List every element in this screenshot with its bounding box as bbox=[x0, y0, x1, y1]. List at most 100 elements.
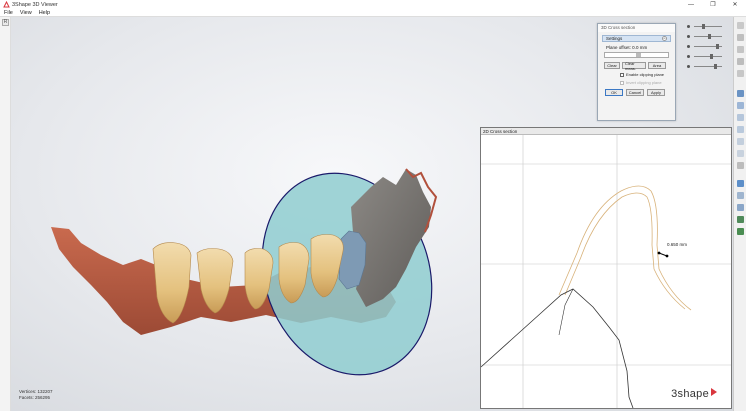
gum-profile-line bbox=[481, 288, 634, 408]
scan-red-edge bbox=[405, 168, 438, 233]
view-right-button[interactable] bbox=[736, 125, 745, 134]
measurement-point[interactable] bbox=[657, 251, 661, 255]
settings-label: Settings bbox=[606, 36, 623, 41]
slider-row bbox=[687, 21, 729, 31]
slider-thumb[interactable] bbox=[714, 63, 717, 69]
left-toolbar: R bbox=[0, 17, 11, 411]
panel-title: 2D Cross section bbox=[481, 128, 731, 135]
facets-count: Facets: 256295 bbox=[19, 395, 51, 400]
check-icon bbox=[737, 228, 744, 235]
tooth-5 bbox=[310, 234, 344, 298]
menu-file[interactable]: File bbox=[4, 9, 13, 16]
pen-button[interactable] bbox=[736, 215, 745, 224]
2d-cross-section-panel: 2D Cross section 0.650 mm 3shape bbox=[480, 127, 732, 409]
area-button[interactable]: Area bbox=[648, 62, 666, 69]
window-title: 3Shape 3D Viewer bbox=[12, 1, 58, 8]
apply-button[interactable]: Apply bbox=[647, 89, 665, 96]
check-button[interactable] bbox=[736, 227, 745, 236]
vertices-count: Vertices: 132207 bbox=[19, 389, 53, 394]
tooth-outline-inner bbox=[564, 192, 686, 310]
plane-offset-label: Plane offset: 0.0 mm bbox=[606, 45, 648, 50]
plane-offset-slider[interactable] bbox=[604, 52, 669, 58]
tooth-4 bbox=[278, 242, 310, 304]
measurement-point[interactable] bbox=[665, 254, 669, 258]
menu-bar: File View Help bbox=[0, 9, 746, 17]
dialog-footer: OK Cancel Apply bbox=[605, 89, 675, 96]
brand-triangle-icon bbox=[711, 388, 717, 396]
tooth-2 bbox=[196, 248, 234, 314]
cross-section-icon bbox=[737, 180, 744, 187]
layers-icon bbox=[737, 192, 744, 199]
view-front-button[interactable] bbox=[736, 89, 745, 98]
measurement-line bbox=[658, 252, 668, 257]
cube-top-icon bbox=[737, 138, 744, 145]
close-button[interactable]: ✕ bbox=[732, 2, 738, 8]
measure-icon bbox=[737, 22, 744, 29]
view-top-button[interactable] bbox=[736, 137, 745, 146]
layer-dot-icon bbox=[687, 54, 690, 58]
layer-dot-icon bbox=[687, 34, 690, 38]
cube-left-icon bbox=[737, 114, 744, 121]
maximize-button[interactable]: ❐ bbox=[710, 2, 716, 8]
menu-help[interactable]: Help bbox=[38, 9, 51, 16]
clear-button[interactable]: Clear bbox=[604, 62, 620, 69]
slider-thumb[interactable] bbox=[710, 53, 713, 59]
opacity-slider[interactable] bbox=[694, 53, 722, 59]
view-bottom-button[interactable] bbox=[736, 149, 745, 158]
tooth-outline-outer bbox=[558, 185, 692, 311]
settings-header[interactable]: Settings ^ bbox=[602, 35, 671, 42]
invert-clipping-row: Invert clipping plane bbox=[620, 80, 675, 85]
tool-copy-button[interactable] bbox=[736, 45, 745, 54]
opacity-slider[interactable] bbox=[694, 23, 722, 29]
right-toolbar bbox=[733, 17, 746, 411]
opacity-slider[interactable] bbox=[694, 43, 722, 49]
view-back-button[interactable] bbox=[736, 101, 745, 110]
cube-bottom-icon bbox=[737, 150, 744, 157]
scan-gray-region bbox=[351, 169, 431, 307]
ruler-icon bbox=[737, 204, 744, 211]
zoom-button[interactable] bbox=[736, 161, 745, 170]
title-bar: 3Shape 3D Viewer — ❐ ✕ bbox=[0, 0, 746, 9]
layer-dot-icon bbox=[687, 64, 690, 68]
ruler-button[interactable] bbox=[736, 203, 745, 212]
enable-clipping-row[interactable]: Enable clipping plane bbox=[620, 72, 675, 77]
slider-thumb[interactable] bbox=[716, 43, 719, 49]
menu-view[interactable]: View bbox=[19, 9, 32, 16]
export-icon bbox=[737, 70, 744, 77]
cross-section-plot[interactable] bbox=[481, 135, 731, 408]
copy-icon bbox=[737, 46, 744, 53]
slider-thumb[interactable] bbox=[702, 23, 705, 29]
tool-measure-button[interactable] bbox=[736, 21, 745, 30]
clear-measurements-button[interactable]: Clear meas. bbox=[622, 61, 646, 71]
cross-section-dialog: 3D Cross section Settings ^ Plane offset… bbox=[597, 23, 676, 121]
annotate-icon bbox=[737, 34, 744, 41]
measurement-label: 0.650 mm bbox=[667, 242, 688, 247]
tooth-1 bbox=[152, 242, 192, 324]
minimize-button[interactable]: — bbox=[688, 1, 694, 8]
cube-right-icon bbox=[737, 126, 744, 133]
print-icon bbox=[737, 58, 744, 65]
tool-print-button[interactable] bbox=[736, 57, 745, 66]
collapse-icon[interactable]: ^ bbox=[662, 36, 667, 41]
enable-clipping-checkbox[interactable] bbox=[620, 72, 624, 77]
opacity-slider[interactable] bbox=[694, 63, 722, 69]
slider-thumb[interactable] bbox=[708, 33, 711, 39]
cancel-button[interactable]: Cancel bbox=[626, 89, 644, 96]
tool-export-button[interactable] bbox=[736, 69, 745, 78]
reset-view-button[interactable]: R bbox=[2, 19, 9, 26]
cross-section-tool-button[interactable] bbox=[736, 179, 745, 188]
opacity-slider[interactable] bbox=[694, 33, 722, 39]
brand-logo: 3shape bbox=[671, 388, 717, 400]
plane-offset-thumb[interactable] bbox=[636, 53, 641, 57]
zoom-icon bbox=[737, 162, 744, 169]
dialog-title: 3D Cross section bbox=[598, 24, 675, 32]
view-left-button[interactable] bbox=[736, 113, 745, 122]
cube-back-icon bbox=[737, 102, 744, 109]
tool-annotate-button[interactable] bbox=[736, 33, 745, 42]
dental-scan-scene bbox=[51, 168, 438, 376]
gum-profile-lower bbox=[558, 288, 574, 336]
pen-icon bbox=[737, 216, 744, 223]
layers-button[interactable] bbox=[736, 191, 745, 200]
ok-button[interactable]: OK bbox=[605, 89, 623, 96]
visibility-sliders bbox=[687, 21, 729, 71]
